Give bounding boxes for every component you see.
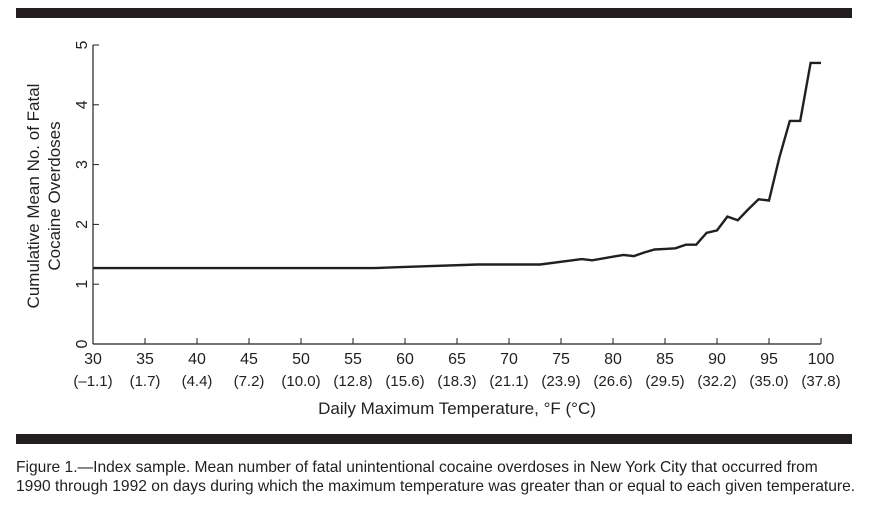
x-tick-label-f: 75 bbox=[552, 351, 570, 368]
x-tick-label-c: (7.2) bbox=[234, 373, 265, 390]
x-tick-label-f: 30 bbox=[84, 351, 102, 368]
x-tick-label-c: (21.1) bbox=[489, 373, 528, 390]
x-tick-label-f: 50 bbox=[292, 351, 310, 368]
y-tick-label: 4 bbox=[74, 100, 91, 109]
x-tick-label-f: 55 bbox=[344, 351, 362, 368]
x-tick-label-c: (26.6) bbox=[593, 373, 632, 390]
chart-series bbox=[93, 61, 821, 270]
x-tick-label-f: 100 bbox=[808, 351, 835, 368]
x-tick-label-c: (10.0) bbox=[281, 373, 320, 390]
y-tick-label: 1 bbox=[74, 280, 91, 289]
x-tick-label-f: 65 bbox=[448, 351, 466, 368]
x-tick-label-c: (32.2) bbox=[697, 373, 736, 390]
x-tick-label-f: 70 bbox=[500, 351, 518, 368]
x-tick-label-f: 45 bbox=[240, 351, 258, 368]
x-tick-label-c: (18.3) bbox=[437, 373, 476, 390]
x-tick-label-f: 95 bbox=[760, 351, 778, 368]
x-tick-label-f: 40 bbox=[188, 351, 206, 368]
y-axis-title-line-1: Cumulative Mean No. of Fatal bbox=[24, 84, 43, 309]
top-rule bbox=[16, 8, 852, 18]
x-tick-label-f: 80 bbox=[604, 351, 622, 368]
y-axis-title-line-2: Cocaine Overdoses bbox=[45, 121, 64, 270]
chart-axes bbox=[92, 44, 822, 345]
x-tick-label-c: (35.0) bbox=[749, 373, 788, 390]
y-tick-label: 0 bbox=[74, 339, 91, 348]
bottom-rule bbox=[16, 434, 852, 444]
y-tick-labels: 0 1 2 3 4 5 bbox=[74, 40, 91, 348]
x-tick-label-c: (–1.1) bbox=[73, 373, 112, 390]
x-axis-title: Daily Maximum Temperature, °F (°C) bbox=[318, 399, 596, 418]
x-tick-labels: 30 (–1.1) 35 (1.7) 40 (4.4) 45 (7.2) 50 (10.0) 55 (… bbox=[73, 351, 840, 390]
x-tick-label-f: 85 bbox=[656, 351, 674, 368]
series-line-0 bbox=[93, 61, 821, 270]
x-tick-label-c: (37.8) bbox=[801, 373, 840, 390]
x-tick-label-c: (15.6) bbox=[385, 373, 424, 390]
x-tick-label-f: 60 bbox=[396, 351, 414, 368]
x-tick-label-c: (23.9) bbox=[541, 373, 580, 390]
x-tick-label-f: 35 bbox=[136, 351, 154, 368]
x-tick-label-c: (4.4) bbox=[182, 373, 213, 390]
y-tick-label: 3 bbox=[74, 160, 91, 169]
x-tick-label-f: 90 bbox=[708, 351, 726, 368]
x-tick-label-c: (29.5) bbox=[645, 373, 684, 390]
y-axis-title: Cumulative Mean No. of Fatal Cocaine Ove… bbox=[24, 84, 64, 309]
x-tick-label-c: (12.8) bbox=[333, 373, 372, 390]
y-tick-label: 5 bbox=[74, 40, 91, 49]
x-tick-label-c: (1.7) bbox=[130, 373, 161, 390]
y-tick-label: 2 bbox=[74, 220, 91, 229]
figure-caption: Figure 1.—Index sample. Mean number of f… bbox=[16, 459, 856, 495]
